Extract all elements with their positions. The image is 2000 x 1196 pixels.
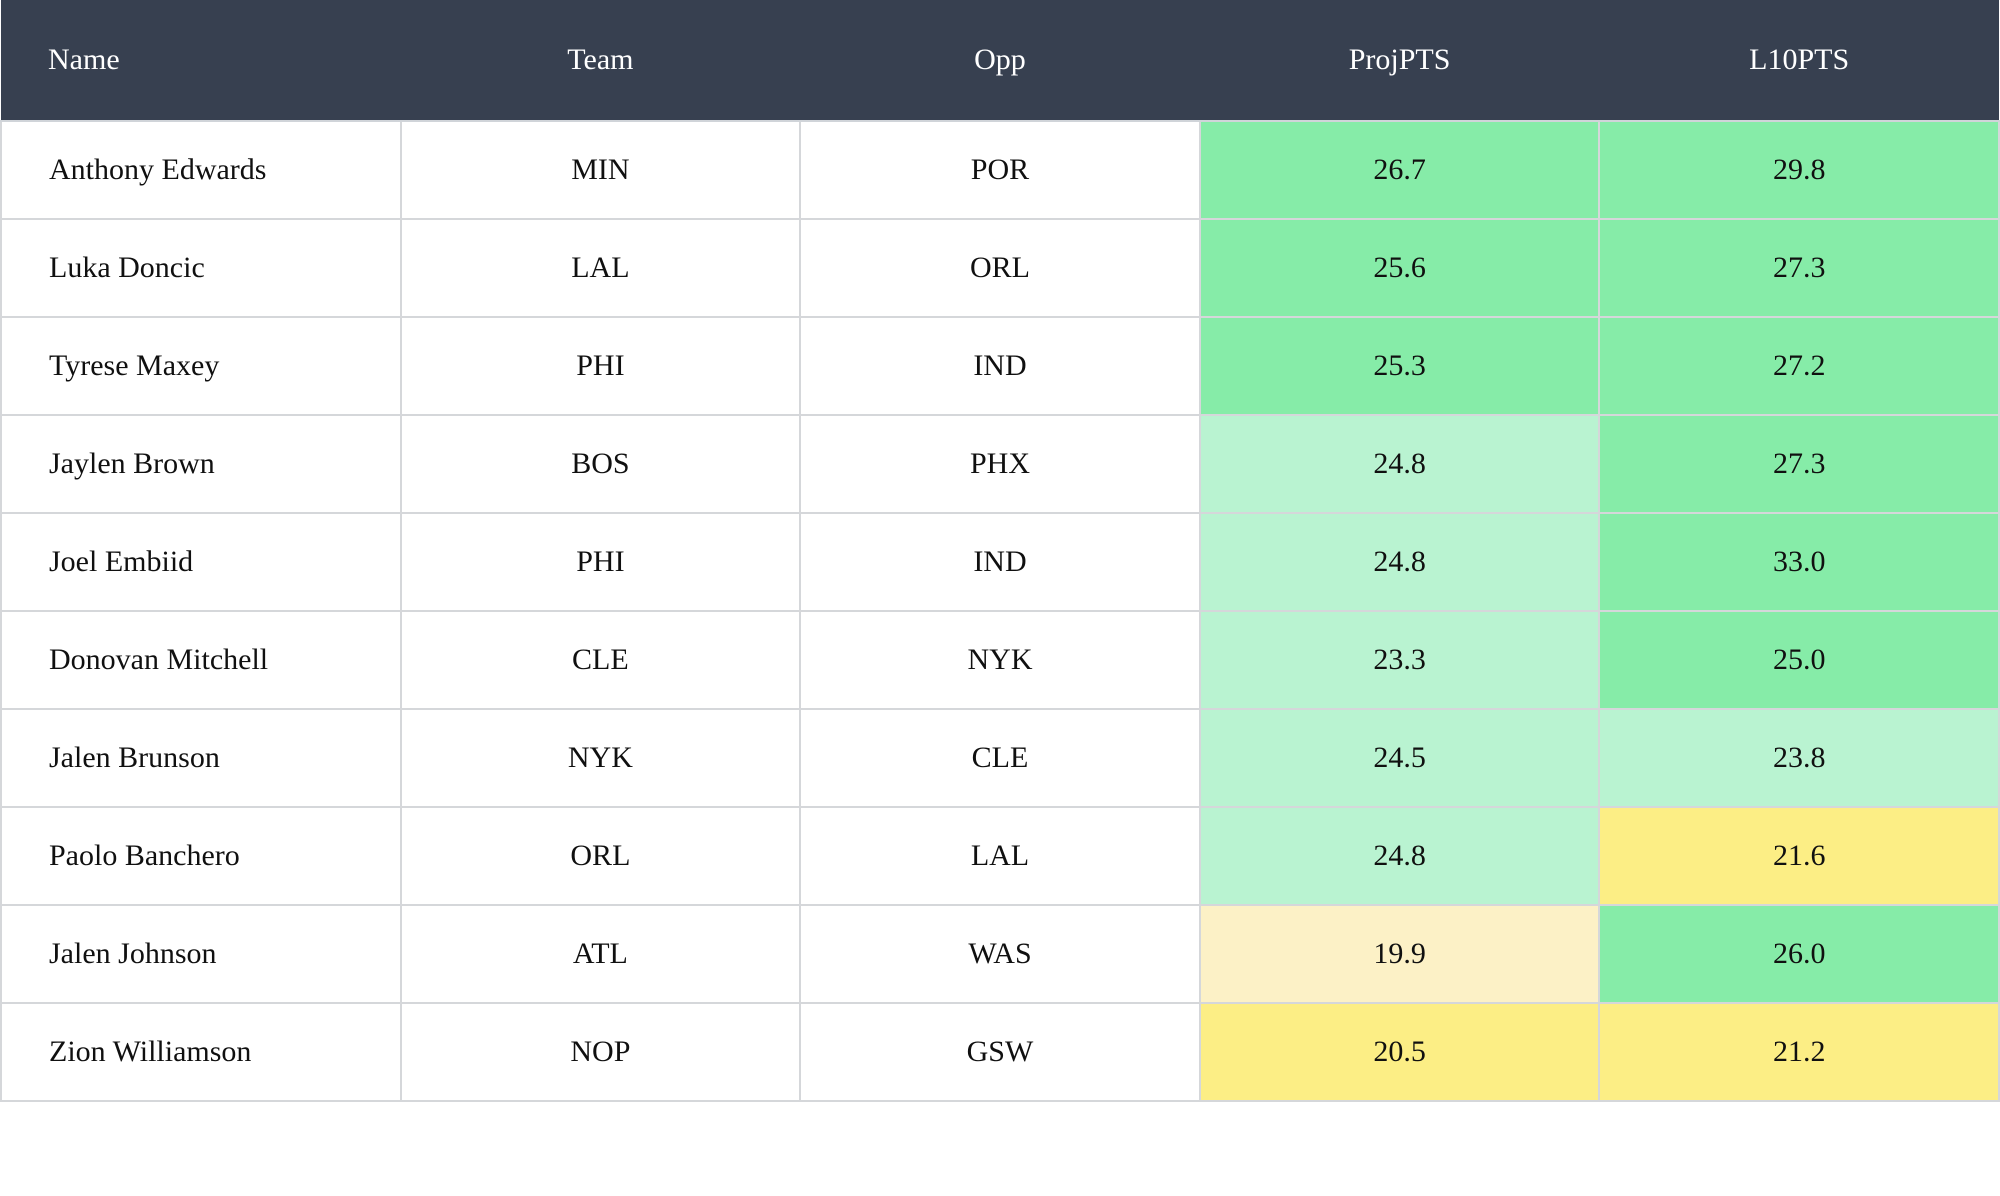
team-cell: ORL [399,806,802,906]
column-header-projpts: ProjPTS [1199,0,1600,122]
table-header: Name Team Opp ProjPTS L10PTS [1,0,1999,122]
player-name-cell: Anthony Edwards [0,120,402,220]
player-name-cell: Jalen Brunson [0,708,402,808]
projpts-cell: 25.6 [1198,218,1601,318]
table-row: Tyrese Maxey PHI IND 25.3 27.2 [0,316,2000,416]
column-header-team: Team [400,0,801,122]
column-header-opp: Opp [800,0,1200,122]
team-cell: PHI [399,512,802,612]
projpts-cell: 25.3 [1198,316,1601,416]
team-cell: LAL [399,218,802,318]
l10pts-cell: 25.0 [1598,610,2000,710]
table-row: Jalen Brunson NYK CLE 24.5 23.8 [0,708,2000,808]
column-header-l10pts: L10PTS [1599,0,1999,122]
l10pts-cell: 27.2 [1598,316,2000,416]
l10pts-cell: 21.2 [1598,1002,2000,1102]
opp-cell: ORL [799,218,1201,318]
table-row: Donovan Mitchell CLE NYK 23.3 25.0 [0,610,2000,710]
table-body: Anthony Edwards MIN POR 26.7 29.8 Luka D… [0,120,2000,1102]
team-cell: BOS [399,414,802,514]
player-name-cell: Jaylen Brown [0,414,402,514]
table-row: Jalen Johnson ATL WAS 19.9 26.0 [0,904,2000,1004]
team-cell: ATL [399,904,802,1004]
empty-area-below-table [0,1102,2000,1196]
projpts-cell: 24.5 [1198,708,1601,808]
l10pts-cell: 27.3 [1598,218,2000,318]
team-cell: CLE [399,610,802,710]
projpts-cell: 24.8 [1198,806,1601,906]
team-cell: NYK [399,708,802,808]
team-cell: PHI [399,316,802,416]
projpts-cell: 19.9 [1198,904,1601,1004]
l10pts-cell: 23.8 [1598,708,2000,808]
column-header-name: Name [1,0,401,122]
l10pts-cell: 26.0 [1598,904,2000,1004]
player-name-cell: Jalen Johnson [0,904,402,1004]
projpts-cell: 23.3 [1198,610,1601,710]
table-row: Paolo Banchero ORL LAL 24.8 21.6 [0,806,2000,906]
table-row: Luka Doncic LAL ORL 25.6 27.3 [0,218,2000,318]
l10pts-cell: 29.8 [1598,120,2000,220]
opp-cell: NYK [799,610,1201,710]
projpts-cell: 20.5 [1198,1002,1601,1102]
opp-cell: WAS [799,904,1201,1004]
player-name-cell: Luka Doncic [0,218,402,318]
projpts-cell: 24.8 [1198,414,1601,514]
player-name-cell: Donovan Mitchell [0,610,402,710]
opp-cell: LAL [799,806,1201,906]
player-projections-table: Name Team Opp ProjPTS L10PTS Anthony Edw… [0,0,2000,1102]
header-row: Name Team Opp ProjPTS L10PTS [1,0,1999,122]
team-cell: MIN [399,120,802,220]
opp-cell: POR [799,120,1201,220]
team-cell: NOP [399,1002,802,1102]
l10pts-cell: 33.0 [1598,512,2000,612]
opp-cell: IND [799,316,1201,416]
table-row: Zion Williamson NOP GSW 20.5 21.2 [0,1002,2000,1102]
player-name-cell: Zion Williamson [0,1002,402,1102]
l10pts-cell: 21.6 [1598,806,2000,906]
player-name-cell: Tyrese Maxey [0,316,402,416]
player-name-cell: Paolo Banchero [0,806,402,906]
opp-cell: PHX [799,414,1201,514]
projpts-cell: 24.8 [1198,512,1601,612]
player-name-cell: Joel Embiid [0,512,402,612]
projpts-cell: 26.7 [1198,120,1601,220]
table-row: Anthony Edwards MIN POR 26.7 29.8 [0,120,2000,220]
table-row: Joel Embiid PHI IND 24.8 33.0 [0,512,2000,612]
table-row: Jaylen Brown BOS PHX 24.8 27.3 [0,414,2000,514]
opp-cell: GSW [799,1002,1201,1102]
opp-cell: IND [799,512,1201,612]
l10pts-cell: 27.3 [1598,414,2000,514]
opp-cell: CLE [799,708,1201,808]
